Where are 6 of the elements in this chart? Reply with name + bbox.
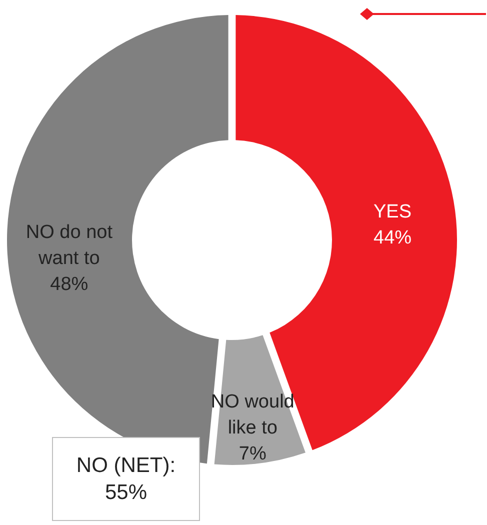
data-label: 48% (50, 274, 88, 296)
data-label: 44% (374, 228, 412, 249)
slice-label: NO do not want to (26, 222, 114, 270)
slice-label: YES (374, 202, 412, 223)
data-label: 7% (238, 444, 266, 465)
text: NO (NET): 55% (52, 437, 200, 521)
